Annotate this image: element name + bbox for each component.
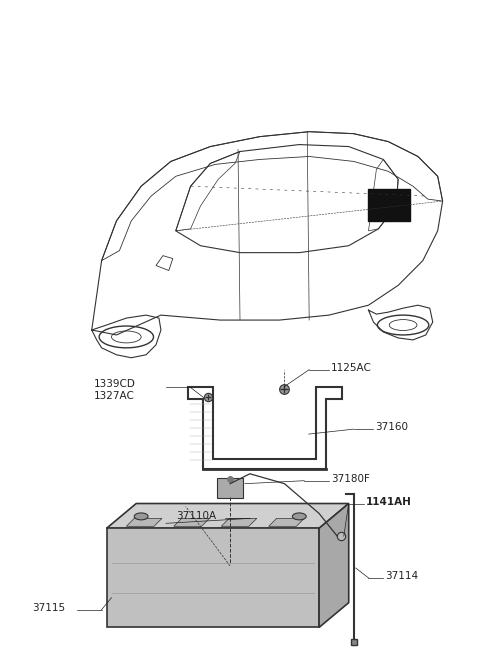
FancyBboxPatch shape: [217, 478, 243, 497]
FancyBboxPatch shape: [107, 528, 319, 627]
Ellipse shape: [292, 513, 306, 520]
Text: 37114: 37114: [385, 571, 419, 581]
Polygon shape: [319, 503, 349, 627]
Text: 37110A: 37110A: [176, 511, 216, 522]
Text: 1141AH: 1141AH: [366, 497, 411, 507]
Polygon shape: [107, 503, 349, 528]
FancyBboxPatch shape: [369, 189, 410, 221]
Text: 37160: 37160: [375, 422, 408, 432]
Text: 1339CD: 1339CD: [94, 378, 135, 388]
Text: 1125AC: 1125AC: [331, 363, 372, 373]
Polygon shape: [174, 518, 209, 526]
Polygon shape: [269, 518, 304, 526]
Text: 37115: 37115: [33, 602, 66, 612]
Text: 1327AC: 1327AC: [94, 392, 134, 401]
Polygon shape: [221, 518, 257, 526]
Text: 37180F: 37180F: [331, 474, 370, 484]
Polygon shape: [126, 518, 162, 526]
Ellipse shape: [134, 513, 148, 520]
